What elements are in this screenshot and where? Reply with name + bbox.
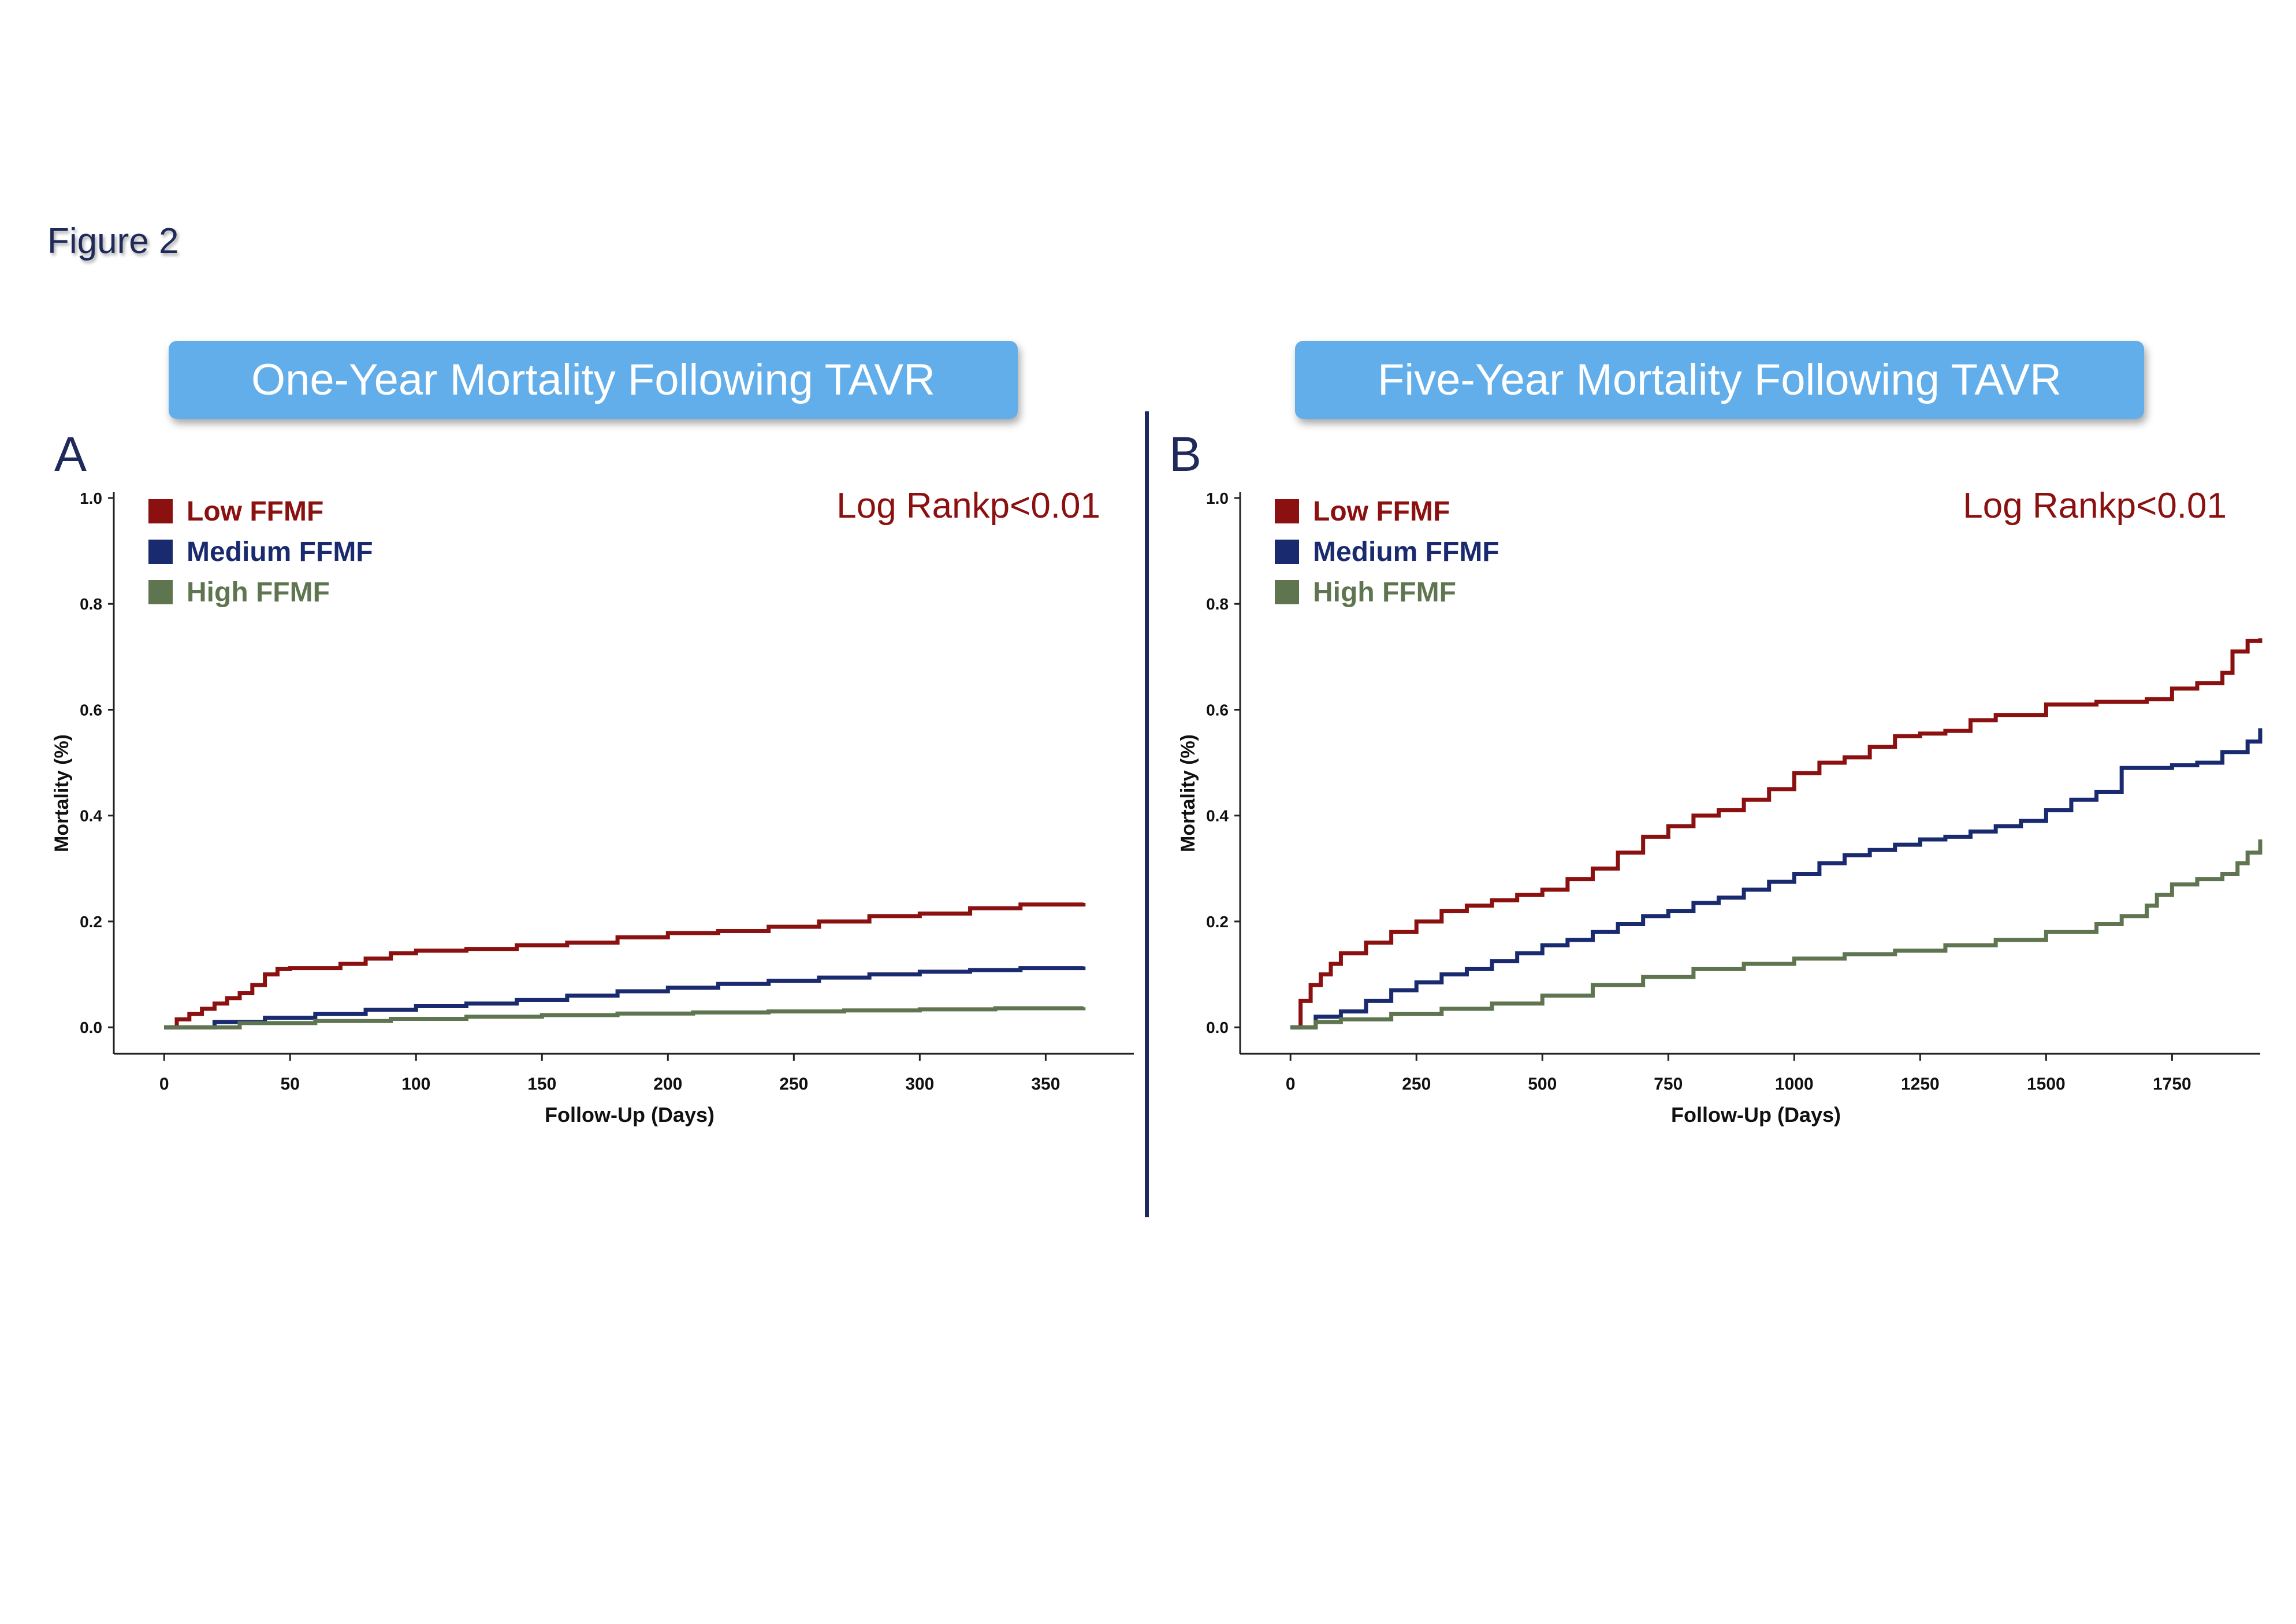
logrank-annotation-a: Log Rankp<0.01 [836, 486, 1100, 526]
figure-title: Figure 2 [47, 221, 179, 261]
y-tick-label: 1.0 [80, 489, 102, 507]
legend-item-medium: Medium FFMF [148, 532, 373, 572]
km-chart-a: 0 50 100 150 200 250 300 350 0.0 0.2 0.4 0.6 0.8 1.0 F… [51, 489, 1134, 1127]
x-axis-label: Follow-Up (Days) [545, 1103, 715, 1127]
legend-label-high: High FFMF [187, 577, 330, 608]
y-tick-label: 0.2 [1206, 913, 1229, 931]
series-line-high [164, 1006, 1086, 1030]
x-tick-label: 350 [1031, 1075, 1060, 1094]
y-tick-label: 0.2 [80, 913, 102, 931]
x-tick-label: 500 [1528, 1075, 1557, 1094]
series-line-medium [164, 966, 1086, 1030]
logrank-annotation-b: Log Rankp<0.01 [1963, 486, 2227, 526]
panel-b-letter: B [1169, 427, 1202, 481]
legend-item-low: Low FFMF [148, 491, 373, 532]
x-tick-label: 1000 [1775, 1075, 1814, 1094]
legend-label-medium: Medium FFMF [1313, 536, 1499, 567]
legend-item-medium: Medium FFMF [1275, 532, 1499, 572]
y-tick-label: 0.0 [1206, 1019, 1229, 1036]
x-tick-label: 300 [905, 1075, 934, 1094]
legend-swatch-low [1275, 499, 1299, 523]
series-line-high [1290, 839, 2262, 1030]
y-tick-label: 0.6 [80, 701, 102, 719]
legend-swatch-high [1275, 580, 1299, 604]
legend-a: Low FFMF Medium FFMF High FFMF [148, 491, 373, 612]
y-tick-label: 0.6 [1206, 701, 1229, 719]
x-tick-label: 200 [653, 1075, 682, 1094]
y-tick-label: 0.4 [1206, 807, 1229, 825]
legend-swatch-medium [1275, 540, 1299, 564]
series-line-low [1290, 638, 2262, 1030]
x-tick-label: 1750 [2153, 1075, 2191, 1094]
x-tick-label: 50 [281, 1075, 300, 1094]
series-line-low [164, 902, 1086, 1030]
legend-item-low: Low FFMF [1275, 491, 1499, 532]
x-tick-label: 150 [527, 1075, 556, 1094]
y-tick-label: 0.0 [80, 1019, 102, 1036]
panel-b-banner: Five-Year Mortality Following TAVR [1295, 341, 2144, 419]
legend-swatch-medium [148, 540, 173, 564]
x-tick-label: 1250 [1901, 1075, 1940, 1094]
panel-divider [1145, 411, 1149, 1217]
x-tick-label: 250 [1402, 1075, 1431, 1094]
y-tick-label: 0.8 [1206, 595, 1229, 613]
series-line-medium [1290, 728, 2262, 1030]
chart-panel-a: 0 50 100 150 200 250 300 350 0.0 0.2 0.4 0.6 0.8 1.0 F… [0, 451, 1134, 1155]
legend-swatch-low [148, 499, 173, 523]
y-axis-label: Mortality (%) [51, 734, 73, 852]
x-tick-label: 750 [1654, 1075, 1683, 1094]
legend-label-high: High FFMF [1313, 577, 1456, 608]
legend-b: Low FFMF Medium FFMF High FFMF [1275, 491, 1499, 612]
x-tick-label: 250 [779, 1075, 808, 1094]
panel-a-banner: One-Year Mortality Following TAVR [169, 341, 1018, 419]
y-tick-label: 1.0 [1206, 489, 1229, 507]
x-tick-label: 0 [159, 1075, 169, 1094]
legend-item-high: High FFMF [1275, 572, 1499, 612]
x-axis-label: Follow-Up (Days) [1671, 1103, 1841, 1127]
legend-item-high: High FFMF [148, 572, 373, 612]
legend-label-medium: Medium FFMF [187, 536, 373, 567]
x-tick-label: 0 [1286, 1075, 1296, 1094]
chart-panel-b: 0 250 500 750 1000 1250 1500 1750 0.0 0.2 0.4 0.6 0.… [1126, 451, 2262, 1155]
y-tick-label: 0.4 [80, 807, 102, 825]
legend-label-low: Low FFMF [187, 496, 324, 527]
x-tick-label: 1500 [2027, 1075, 2066, 1094]
km-chart-b: 0 250 500 750 1000 1250 1500 1750 0.0 0.2 0.4 0.6 0.… [1177, 489, 2262, 1127]
y-axis-label: Mortality (%) [1177, 734, 1199, 852]
legend-label-low: Low FFMF [1313, 496, 1450, 527]
y-tick-label: 0.8 [80, 595, 102, 613]
panel-a-letter: A [54, 427, 87, 481]
x-tick-label: 100 [401, 1075, 430, 1094]
legend-swatch-high [148, 580, 173, 604]
